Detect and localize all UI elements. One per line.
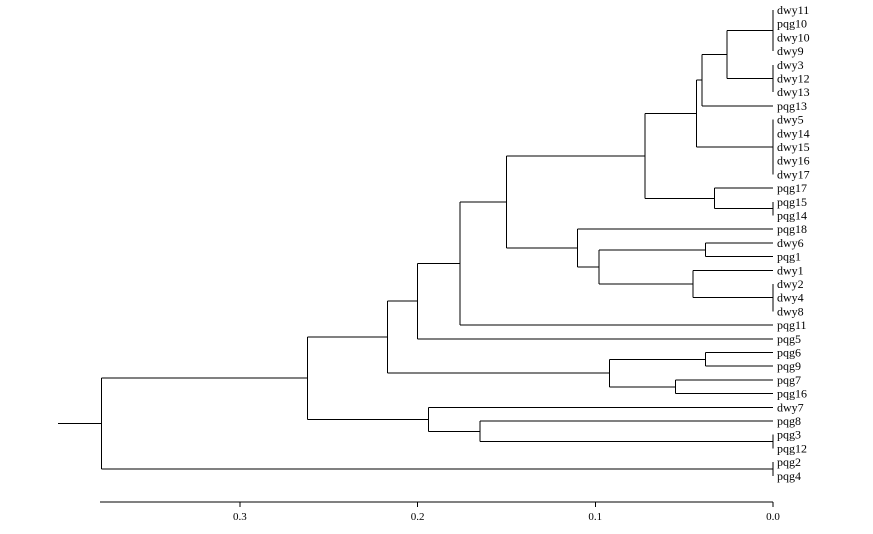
leaf-label: dwy9: [777, 44, 804, 58]
leaf-label: pqg10: [777, 17, 807, 31]
axis-tick-label: 0.2: [411, 511, 425, 523]
axis-tick-label: 0.1: [588, 511, 602, 523]
leaf-label: pqg13: [777, 99, 807, 113]
axis-tick-label: 0.3: [233, 511, 247, 523]
leaf-label: dwy8: [777, 304, 804, 318]
leaf-label: dwy12: [777, 72, 810, 86]
leaf-label: dwy10: [777, 30, 810, 44]
leaf-label: pqg4: [777, 469, 801, 483]
leaf-label: pqg11: [777, 318, 807, 332]
leaf-label: dwy2: [777, 277, 804, 291]
leaf-label: pqg17: [777, 181, 807, 195]
leaf-label: pqg14: [777, 209, 807, 223]
leaf-label: pqg5: [777, 332, 801, 346]
leaf-label: pqg9: [777, 359, 801, 373]
leaf-label: pqg6: [777, 346, 801, 360]
leaf-label: dwy11: [777, 3, 809, 17]
axis-tick-label: 0.0: [766, 511, 780, 523]
leaf-label: dwy5: [777, 113, 804, 127]
leaf-label: dwy7: [777, 400, 804, 414]
dendrogram-branches: [58, 10, 774, 476]
leaf-label: pqg16: [777, 387, 807, 401]
leaf-label: pqg15: [777, 195, 807, 209]
leaf-label: dwy14: [777, 126, 810, 140]
leaf-label: dwy6: [777, 236, 804, 250]
leaf-label: pqg18: [777, 222, 807, 236]
leaf-label: dwy15: [777, 140, 810, 154]
leaf-label: dwy17: [777, 167, 810, 181]
leaf-label: pqg2: [777, 455, 801, 469]
leaf-label: pqg12: [777, 441, 807, 455]
leaf-label: dwy13: [777, 85, 810, 99]
leaf-label: pqg1: [777, 250, 801, 264]
leaf-label: pqg3: [777, 428, 801, 442]
leaf-labels: dwy11pqg10dwy10dwy9dwy3dwy12dwy13pqg13dw…: [777, 3, 810, 483]
leaf-label: dwy1: [777, 263, 804, 277]
axis-ticks: 0.3 0.2 0.1 0.0: [233, 502, 780, 523]
distance-axis: 0.3 0.2 0.1 0.0: [100, 501, 780, 523]
leaf-label: pqg7: [777, 373, 801, 387]
leaf-label: dwy16: [777, 154, 810, 168]
leaf-label: dwy4: [777, 291, 804, 305]
leaf-label: pqg8: [777, 414, 801, 428]
leaf-label: dwy3: [777, 58, 804, 72]
